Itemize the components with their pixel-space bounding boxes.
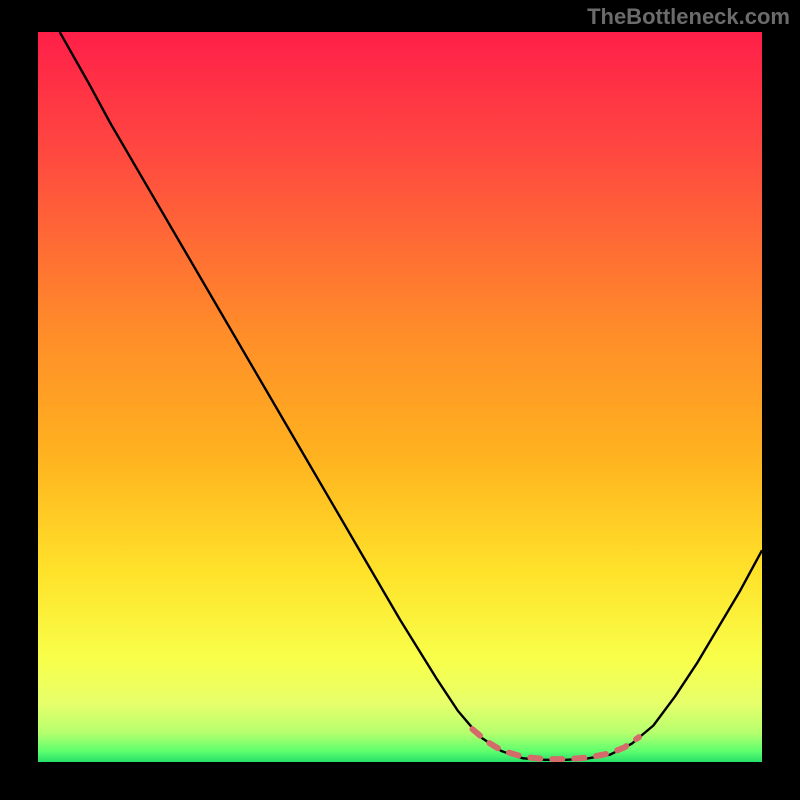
watermark-text: TheBottleneck.com [587, 4, 790, 30]
plot-area [38, 32, 762, 762]
highlight-segment [472, 729, 639, 759]
bottleneck-curve [60, 32, 762, 760]
chart-container: TheBottleneck.com [0, 0, 800, 800]
plot-svg [38, 32, 762, 762]
